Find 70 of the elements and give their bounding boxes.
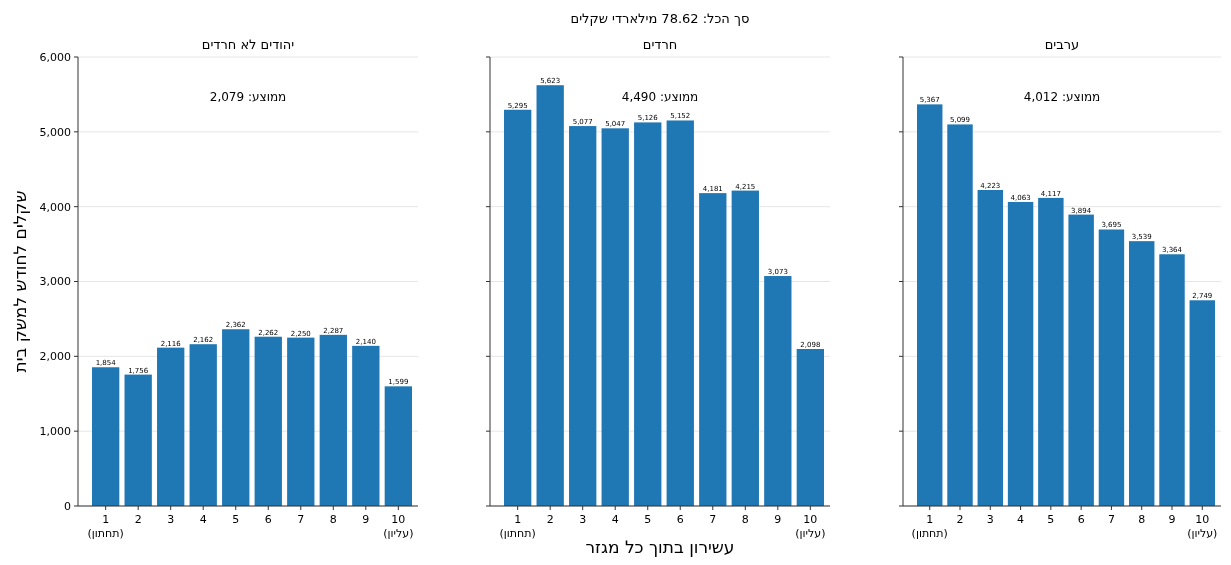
- y-tick-label: 3,000: [39, 275, 71, 289]
- x-tick-label: 2: [956, 513, 964, 526]
- bar: [254, 336, 282, 506]
- x-tick-label: 6: [676, 513, 684, 526]
- x-tick-label: 8: [741, 513, 749, 526]
- bar: [157, 347, 185, 506]
- x-tick-label: 9: [774, 513, 782, 526]
- x-tick-label: 7: [709, 513, 717, 526]
- x-axis-title: עשירון בתוך כל מגזר: [585, 537, 735, 557]
- x-tick-label: 3: [579, 513, 587, 526]
- annotation: ממוצע: 4,490: [621, 90, 699, 104]
- bar: [124, 374, 152, 506]
- bar: [352, 345, 380, 506]
- x-tick-label: 3: [986, 513, 994, 526]
- chart-title: חרדים: [642, 37, 678, 52]
- bar: [1007, 201, 1034, 506]
- bar: [504, 109, 532, 506]
- x-tick-label: 9: [362, 513, 370, 526]
- x-tick-label: 6: [264, 513, 272, 526]
- chart-title: ערבים: [1044, 37, 1080, 52]
- bar: [319, 334, 347, 506]
- bar: [384, 386, 412, 506]
- annotation: ממוצע: 4,012: [1023, 90, 1101, 104]
- bar: [92, 367, 120, 506]
- y-tick-label: 0: [64, 499, 71, 513]
- x-tick-label: 2: [134, 513, 142, 526]
- bar: [222, 329, 250, 506]
- bar: [189, 344, 217, 506]
- x-tick-label: 3: [167, 513, 175, 526]
- bar: [601, 128, 629, 506]
- x-tick-label: 8: [1138, 513, 1146, 526]
- x-tick-label: 9: [1168, 513, 1176, 526]
- bar: [764, 276, 792, 506]
- text: סך הכל: 78.62 מילארדי שקלים: [570, 11, 750, 26]
- bar: [569, 126, 597, 506]
- bar: [1068, 214, 1094, 506]
- bar: [666, 120, 694, 506]
- x-tick-label: 8: [329, 513, 337, 526]
- bar: [287, 337, 315, 506]
- y-tick-label: 2,000: [39, 350, 71, 364]
- bar: [1159, 254, 1185, 506]
- bar: [699, 193, 727, 506]
- x-tick-label: 7: [1107, 513, 1115, 526]
- x-tick-label: 4: [611, 513, 619, 526]
- bar: [977, 189, 1004, 506]
- y-axis-title: שקלים לחודש למשק בית: [10, 190, 30, 373]
- x-tick-label: 4: [1017, 513, 1025, 526]
- x-tick-label: 6: [1077, 513, 1085, 526]
- x-tick-label: 5: [1047, 513, 1055, 526]
- chart-title: יהודים לא חרדים: [201, 37, 295, 52]
- y-tick-label: 5,000: [39, 125, 71, 139]
- bar: [536, 85, 564, 506]
- y-tick-label: 1,000: [39, 425, 71, 439]
- x-tick-label: 2: [546, 513, 554, 526]
- bar: [731, 190, 759, 506]
- bar: [1098, 229, 1125, 506]
- bar: [1189, 300, 1215, 506]
- bar: [634, 122, 662, 506]
- annotation: ממוצע: 2,079: [209, 90, 287, 104]
- x-tick-label: 5: [232, 513, 240, 526]
- bar: [1128, 241, 1155, 506]
- x-tick-label: 5: [644, 513, 652, 526]
- y-tick-label: 6,000: [39, 50, 71, 64]
- x-tick-label: 7: [297, 513, 305, 526]
- bar: [917, 104, 943, 506]
- bar: [947, 124, 973, 506]
- x-tick-label: 4: [199, 513, 207, 526]
- y-tick-label: 4,000: [39, 200, 71, 214]
- bar: [1038, 197, 1064, 506]
- bar: [796, 349, 824, 506]
